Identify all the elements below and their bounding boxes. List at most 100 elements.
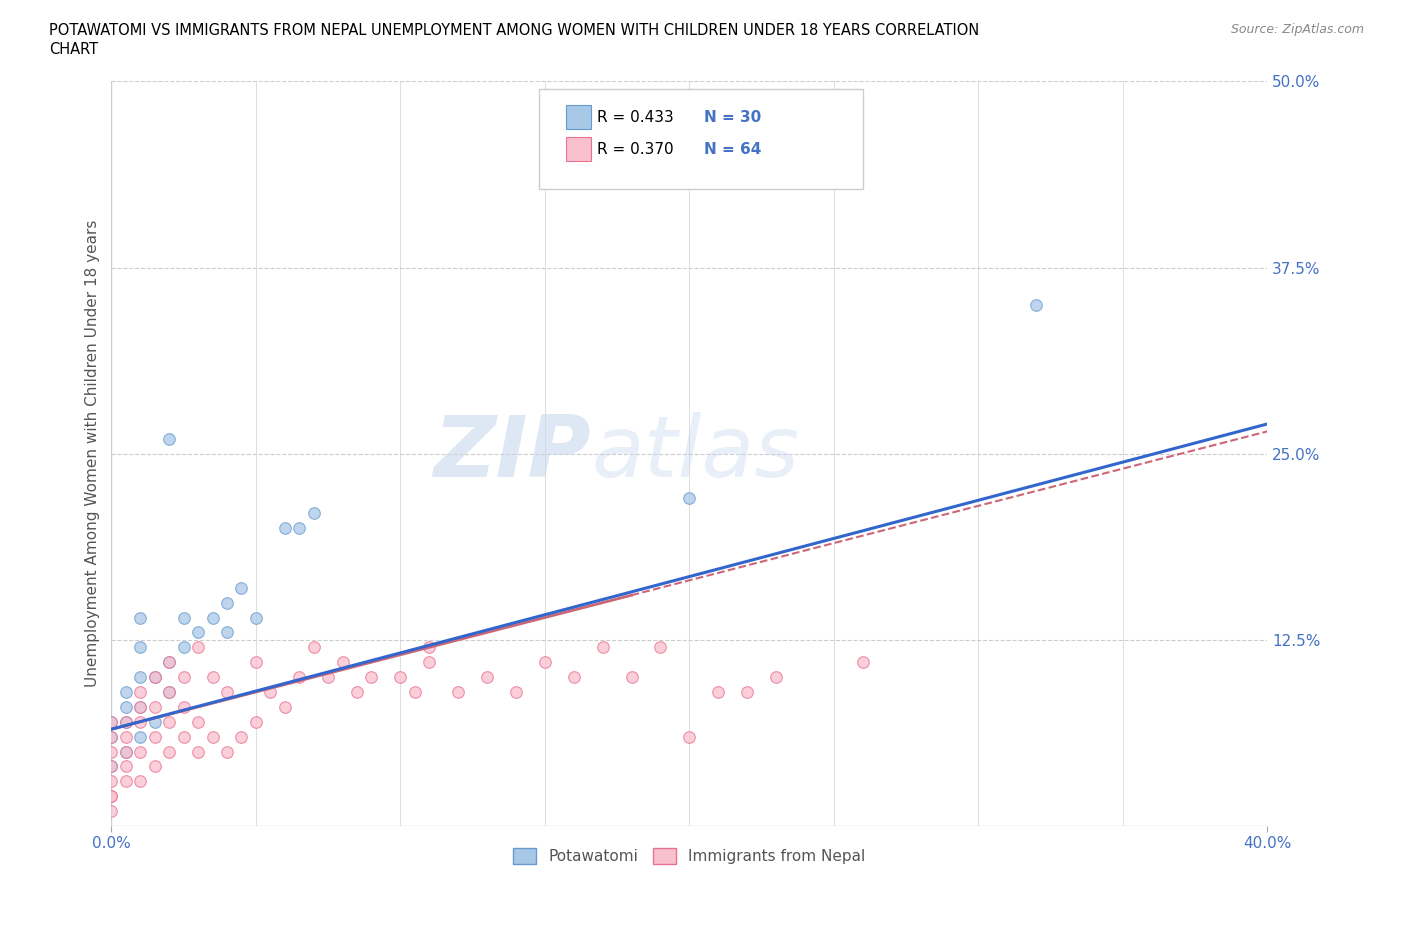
Point [418,655,440,670]
Point [115,744,138,759]
Text: CHART: CHART [49,42,98,57]
Text: R = 0.370: R = 0.370 [598,141,673,157]
Point [157,655,180,670]
Point [173,610,195,625]
Point [157,684,180,699]
Point [187,640,209,655]
Point [115,699,138,714]
Point [274,699,297,714]
Point [201,729,224,744]
Point [360,670,382,684]
Point [143,670,166,684]
Point [332,655,354,670]
Point [187,714,209,729]
Point [173,729,195,744]
Point [620,670,643,684]
Point [115,744,138,759]
Point [592,640,614,655]
Point [765,670,787,684]
Point [129,699,152,714]
Point [418,640,440,655]
Point [129,744,152,759]
Point [129,670,152,684]
Legend: Potawatomi, Immigrants from Nepal: Potawatomi, Immigrants from Nepal [508,843,872,870]
Point [115,714,138,729]
Point [245,714,267,729]
Point [115,759,138,774]
Point [215,744,238,759]
Point [245,610,267,625]
Point [100,789,122,804]
Point [100,759,122,774]
Point [100,759,122,774]
Point [115,729,138,744]
Point [231,580,253,595]
Point [274,521,297,536]
Point [201,670,224,684]
Point [100,744,122,759]
Point [143,670,166,684]
Point [259,684,281,699]
Text: N = 64: N = 64 [704,141,762,157]
Point [157,744,180,759]
Y-axis label: Unemployment Among Women with Children Under 18 years: Unemployment Among Women with Children U… [86,220,100,687]
Point [201,610,224,625]
Point [129,640,152,655]
Point [143,699,166,714]
Point [115,714,138,729]
Point [707,684,730,699]
Point [678,491,700,506]
Point [187,625,209,640]
Point [129,774,152,789]
Point [129,714,152,729]
Point [129,684,152,699]
Text: ZIP: ZIP [433,412,591,496]
Point [678,729,700,744]
Point [852,655,875,670]
Point [157,655,180,670]
Point [143,759,166,774]
Point [100,714,122,729]
Text: N = 30: N = 30 [704,110,762,125]
Point [1025,298,1047,312]
Point [215,684,238,699]
Point [100,774,122,789]
Point [475,670,498,684]
Point [173,670,195,684]
Point [100,789,122,804]
Point [231,729,253,744]
Point [245,655,267,670]
Point [115,774,138,789]
Point [100,729,122,744]
Point [173,640,195,655]
FancyBboxPatch shape [565,104,591,129]
Point [288,521,311,536]
Text: atlas: atlas [591,412,799,496]
Point [129,729,152,744]
Point [447,684,470,699]
Text: R = 0.433: R = 0.433 [598,110,673,125]
Point [143,729,166,744]
Point [404,684,426,699]
FancyBboxPatch shape [565,137,591,161]
Point [562,670,585,684]
Text: POTAWATOMI VS IMMIGRANTS FROM NEPAL UNEMPLOYMENT AMONG WOMEN WITH CHILDREN UNDER: POTAWATOMI VS IMMIGRANTS FROM NEPAL UNEM… [49,23,980,38]
Point [534,655,557,670]
Point [187,744,209,759]
Point [302,506,325,521]
Point [389,670,412,684]
Point [129,610,152,625]
Point [215,595,238,610]
FancyBboxPatch shape [538,89,863,190]
Point [143,714,166,729]
Point [650,640,672,655]
Point [316,670,339,684]
Point [173,699,195,714]
Point [157,714,180,729]
Point [100,729,122,744]
Point [129,699,152,714]
Point [346,684,368,699]
Point [288,670,311,684]
Point [157,432,180,446]
Point [157,684,180,699]
